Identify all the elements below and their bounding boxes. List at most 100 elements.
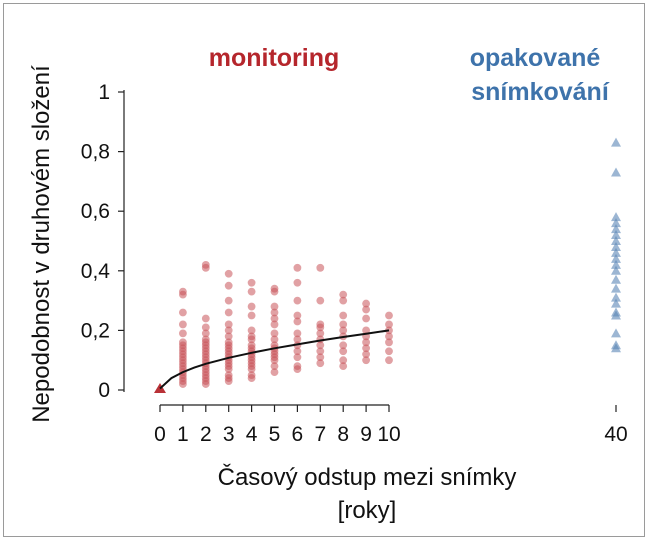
data-point-triangle bbox=[611, 137, 621, 147]
data-point bbox=[270, 308, 279, 317]
data-point bbox=[224, 320, 233, 329]
data-point bbox=[201, 329, 210, 338]
data-point bbox=[316, 263, 325, 272]
y-tick-label: 0 bbox=[98, 379, 110, 402]
data-point bbox=[247, 311, 256, 320]
data-point-triangle bbox=[611, 298, 621, 308]
data-point bbox=[385, 332, 393, 341]
x-tick-label: 40 bbox=[604, 423, 627, 446]
data-point-triangle bbox=[611, 283, 621, 293]
data-point bbox=[247, 374, 256, 382]
data-point bbox=[385, 356, 393, 365]
y-axis-title: Nepodobnost v druhovém složení bbox=[28, 65, 55, 423]
data-point bbox=[247, 365, 256, 374]
data-point bbox=[362, 350, 370, 359]
y-tick-label: 0,8 bbox=[81, 141, 110, 164]
x-axis-title-line1: Časový odstup mezi snímky bbox=[218, 463, 517, 491]
data-point bbox=[179, 287, 187, 296]
fit-curve bbox=[159, 329, 390, 390]
data-point bbox=[179, 329, 187, 338]
data-point bbox=[316, 323, 325, 332]
data-point-triangle bbox=[611, 230, 621, 240]
data-point bbox=[247, 302, 256, 311]
data-point bbox=[293, 263, 302, 272]
data-point bbox=[224, 308, 233, 317]
data-point bbox=[224, 377, 233, 385]
data-point bbox=[293, 347, 302, 356]
data-point bbox=[247, 287, 256, 296]
x-tick-label: 5 bbox=[269, 423, 281, 446]
data-point bbox=[247, 335, 256, 344]
data-point bbox=[339, 362, 348, 371]
data-point bbox=[316, 347, 325, 356]
data-point bbox=[247, 278, 256, 287]
data-point bbox=[385, 347, 393, 356]
data-point bbox=[179, 308, 187, 317]
x-tick-label: 7 bbox=[314, 423, 326, 446]
data-point bbox=[362, 305, 370, 314]
data-point-triangle bbox=[611, 224, 621, 234]
data-point bbox=[270, 302, 279, 311]
data-point bbox=[316, 353, 325, 362]
data-point bbox=[270, 368, 279, 377]
data-point bbox=[339, 311, 348, 320]
data-point bbox=[362, 314, 370, 323]
data-point bbox=[293, 317, 302, 326]
x-tick-label: 4 bbox=[246, 423, 258, 446]
data-point bbox=[385, 338, 393, 347]
data-point bbox=[293, 353, 302, 362]
x-tick-label: 1 bbox=[177, 423, 189, 446]
y-tick-label: 0,6 bbox=[81, 200, 110, 223]
data-point-triangle bbox=[611, 343, 621, 353]
data-point bbox=[339, 290, 348, 299]
data-point bbox=[362, 299, 370, 308]
y-tick-label: 1 bbox=[98, 81, 110, 104]
data-point-triangle bbox=[611, 167, 621, 177]
data-point-triangle bbox=[611, 241, 621, 251]
data-point bbox=[293, 278, 302, 287]
data-point bbox=[316, 329, 325, 338]
chart-frame bbox=[3, 3, 645, 537]
data-point-triangle bbox=[611, 328, 621, 338]
data-point bbox=[385, 311, 393, 320]
data-point bbox=[224, 332, 233, 341]
data-point bbox=[201, 323, 210, 332]
data-point bbox=[270, 356, 279, 365]
x-tick-label: 6 bbox=[292, 423, 304, 446]
data-point bbox=[270, 362, 279, 371]
data-point bbox=[293, 365, 302, 374]
data-point bbox=[339, 326, 348, 335]
data-point-triangle bbox=[611, 212, 621, 222]
data-point bbox=[362, 338, 370, 347]
x-tick-label: 0 bbox=[154, 423, 166, 446]
data-point bbox=[362, 356, 370, 365]
data-point bbox=[385, 320, 393, 329]
data-point bbox=[316, 296, 325, 305]
data-point bbox=[362, 344, 370, 353]
data-point bbox=[293, 335, 302, 344]
y-axis: 0 0,2 0,4 0,6 0,8 1 bbox=[81, 81, 125, 402]
y-tick-label: 0,4 bbox=[81, 260, 111, 283]
data-point bbox=[224, 281, 233, 290]
data-point bbox=[270, 329, 279, 338]
x-tick-label: 8 bbox=[337, 423, 349, 446]
y-tick-label: 0,2 bbox=[81, 319, 110, 342]
data-point bbox=[339, 356, 348, 365]
fit-curve-line bbox=[159, 329, 390, 390]
data-point bbox=[224, 365, 233, 374]
x-axis: 0 1 2 3 4 5 6 7 8 9 10 40 bbox=[154, 404, 628, 446]
data-point-triangle bbox=[611, 236, 621, 245]
data-point bbox=[362, 326, 370, 335]
data-point bbox=[270, 314, 279, 323]
data-point-triangle bbox=[611, 310, 621, 320]
data-point bbox=[339, 320, 348, 329]
data-point-triangle bbox=[611, 274, 621, 284]
data-point bbox=[179, 320, 187, 329]
data-point bbox=[270, 320, 279, 329]
data-point bbox=[179, 380, 187, 388]
annotation-repeat-line1: opakované bbox=[470, 44, 601, 72]
data-point bbox=[224, 296, 233, 305]
data-point bbox=[339, 341, 348, 350]
data-point bbox=[224, 269, 233, 278]
